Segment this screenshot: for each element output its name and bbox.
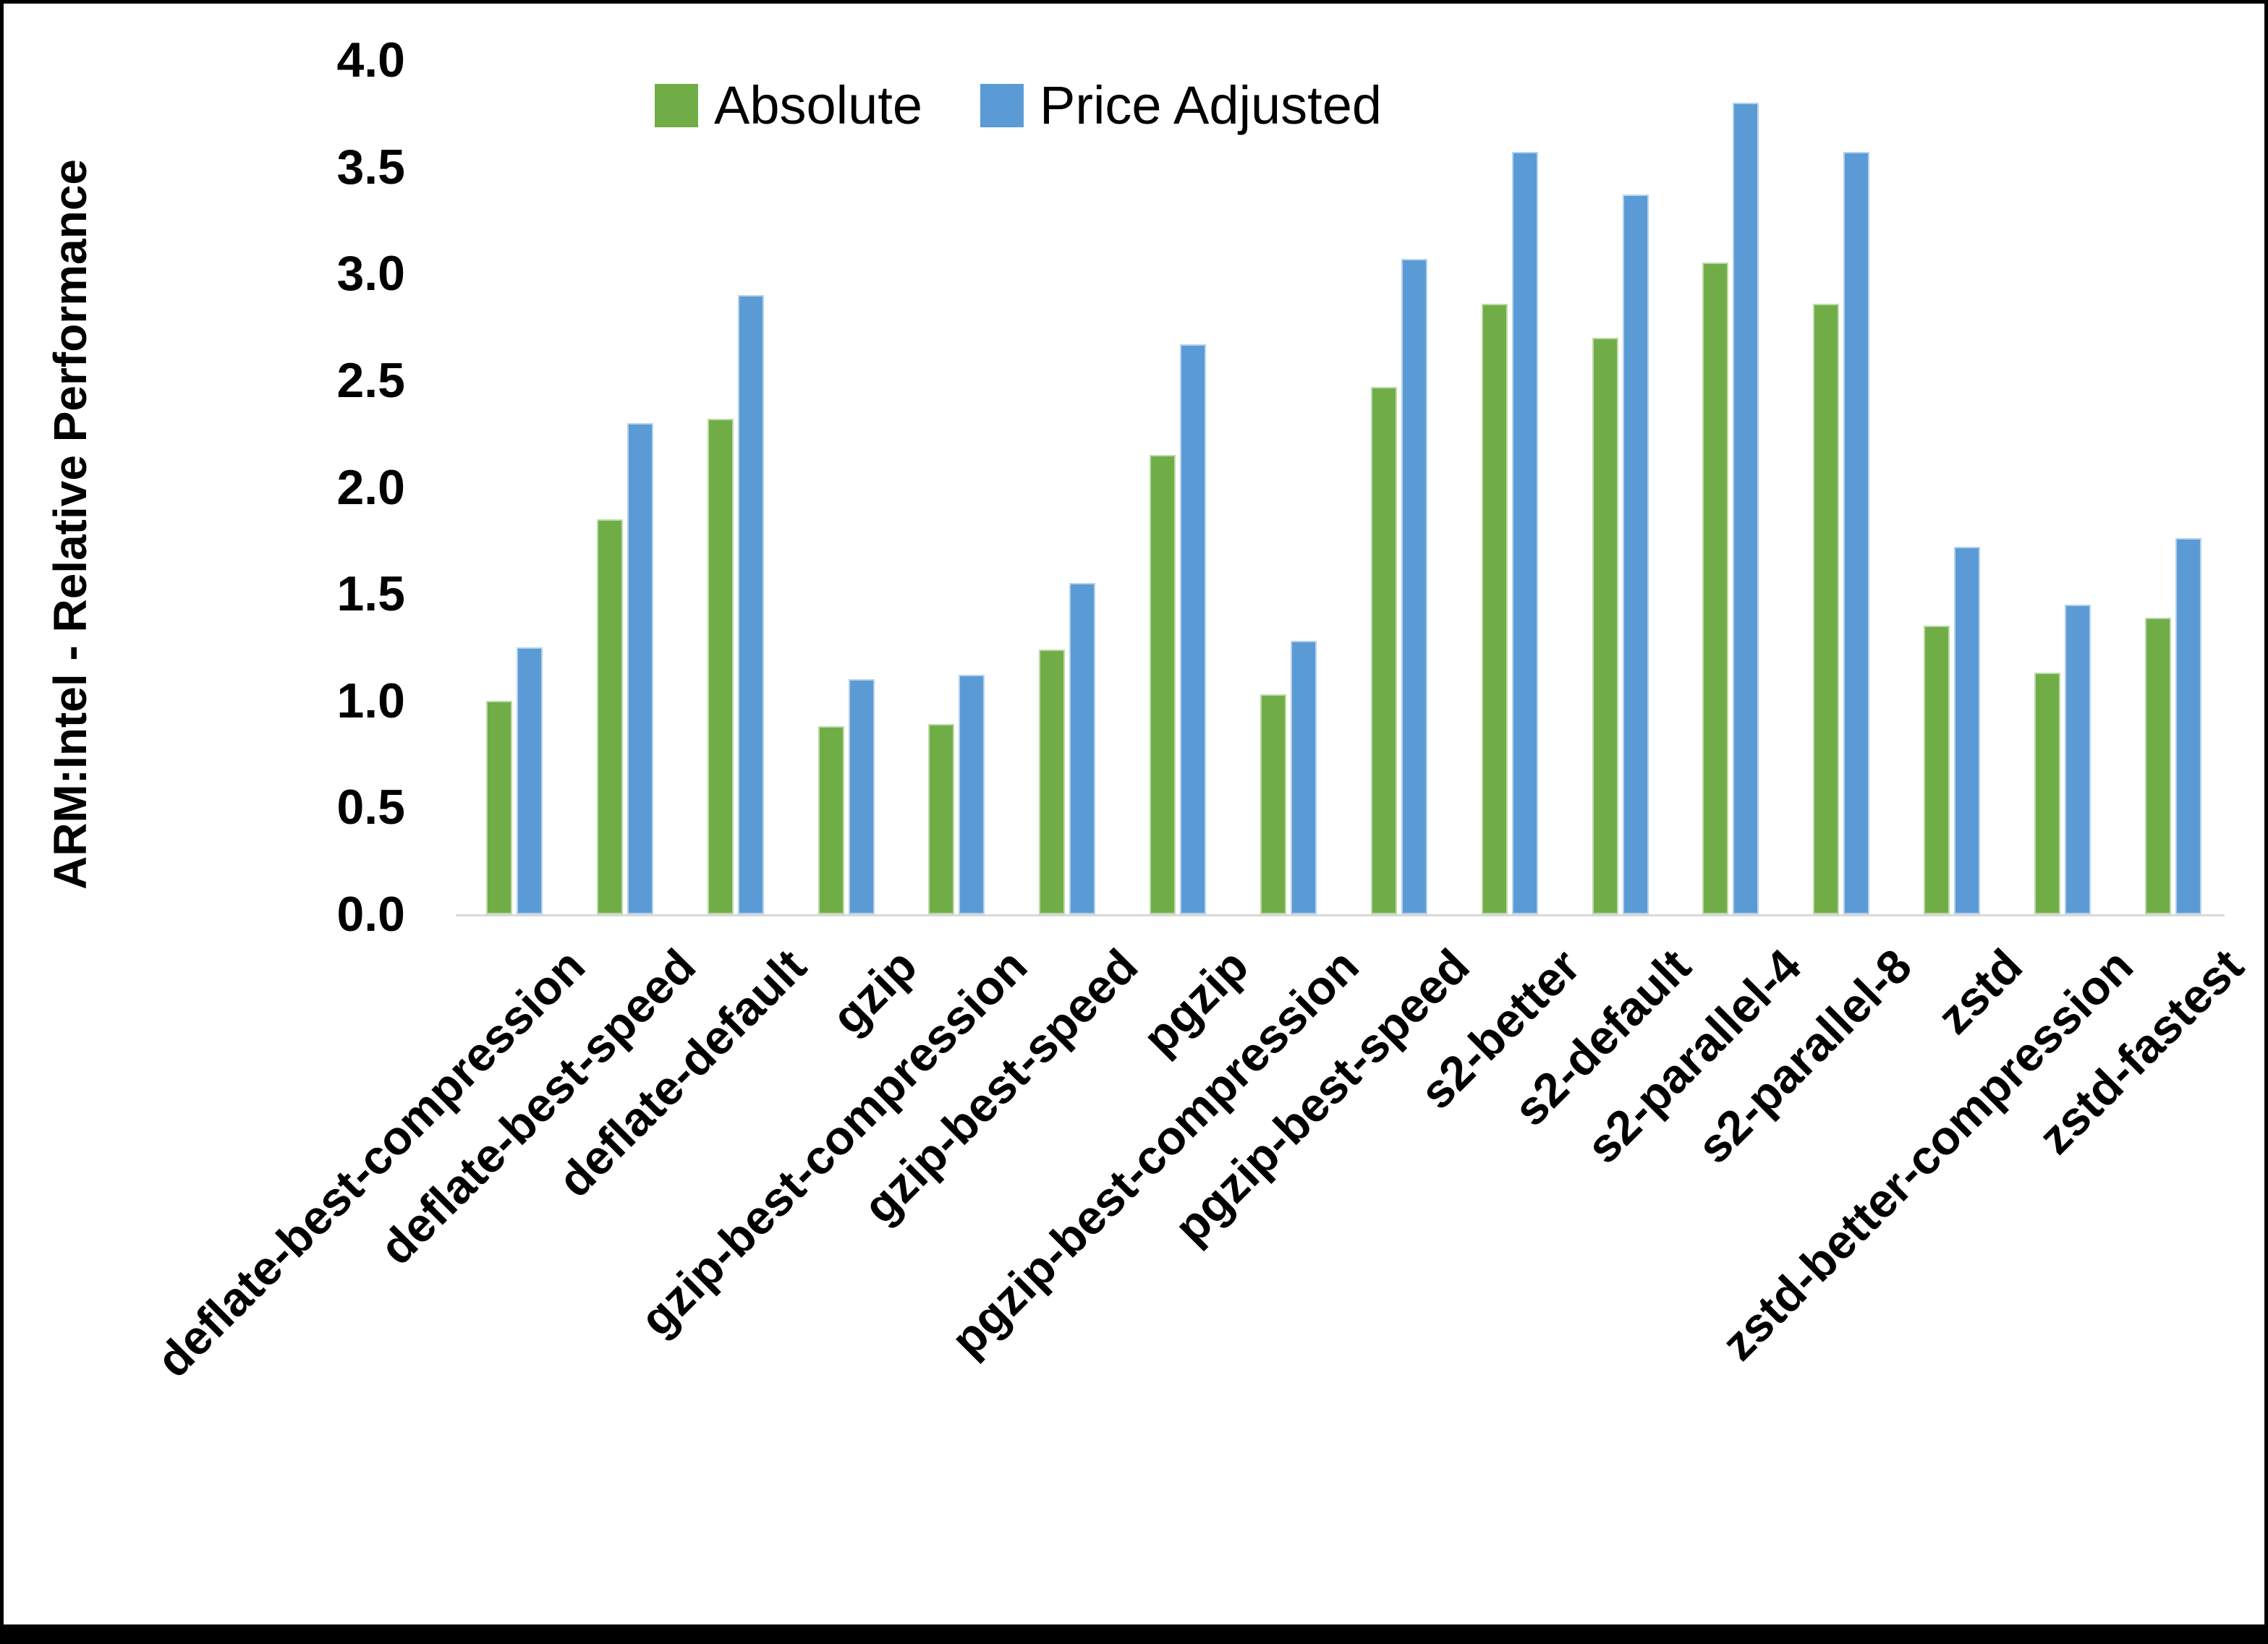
bar-price-adjusted-zstd-better-compression [2064,604,2091,914]
bar-price-adjusted-pgzip-best-compression [1290,641,1317,914]
bar-absolute-zstd-fastest [2144,617,2171,914]
y-tick-label: 3.5 [336,139,405,195]
bar-absolute-s2-parallel-4 [1702,263,1729,914]
bar-absolute-zstd [1924,626,1950,914]
bar-absolute-deflate-best-compression [486,700,512,914]
y-tick-label: 2.0 [336,459,405,515]
y-tick-label: 3.0 [336,246,405,302]
legend-item: Absolute [655,74,922,136]
bar-absolute-zstd-better-compression [2034,673,2060,914]
y-tick-label: 0.0 [336,887,405,942]
legend-item: Price Adjusted [980,74,1382,136]
bar-absolute-s2-better [1481,303,1508,914]
bar-absolute-deflate-default [707,419,734,914]
bottom-black-bar [4,1624,2264,1640]
x-axis-line [456,914,2225,916]
bar-price-adjusted-deflate-best-compression [517,647,543,914]
y-tick-label: 1.5 [336,566,405,622]
y-tick-label: 0.5 [336,780,405,835]
bar-absolute-gzip-best-speed [1039,649,1066,914]
bar-price-adjusted-deflate-default [737,294,764,914]
bar-price-adjusted-gzip-best-compression [959,675,985,914]
y-tick-label: 4.0 [336,33,405,88]
bar-absolute-s2-default [1592,337,1618,914]
bar-price-adjusted-pgzip [1180,344,1207,914]
y-axis-title: ARM:Intel - Relative Performance [44,158,96,890]
bar-absolute-pgzip [1150,455,1176,914]
legend-label: Price Adjusted [1039,75,1383,135]
legend: Absolute Price Adjusted [655,74,1382,136]
bar-absolute-deflate-best-speed [596,519,623,914]
bar-absolute-gzip-best-compression [928,724,955,914]
bar-price-adjusted-zstd-fastest [2175,538,2201,914]
bar-absolute-pgzip-best-compression [1260,694,1286,914]
legend-label: Absolute [714,75,922,135]
legend-swatch-icon [980,83,1024,127]
bar-price-adjusted-s2-parallel-8 [1843,151,1870,914]
bar-price-adjusted-zstd [1954,547,1981,914]
bar-absolute-pgzip-best-speed [1370,386,1397,914]
bar-price-adjusted-gzip-best-speed [1069,583,1096,914]
bar-price-adjusted-s2-parallel-4 [1733,103,1759,914]
bar-absolute-s2-parallel-8 [1813,303,1840,914]
legend-swatch-icon [655,83,698,127]
bar-price-adjusted-s2-better [1511,151,1538,914]
bar-price-adjusted-gzip [848,679,875,914]
bar-price-adjusted-pgzip-best-speed [1401,258,1427,914]
y-tick-label: 2.5 [336,352,405,408]
bar-absolute-gzip [817,726,844,914]
x-category-label: deflate-best-compression [145,938,595,1387]
bar-price-adjusted-deflate-best-speed [627,422,653,914]
bar-price-adjusted-s2-default [1622,195,1649,914]
y-tick-label: 1.0 [336,673,405,728]
plot-area: ARM:Intel - Relative Performance Absolut… [4,4,2264,1640]
